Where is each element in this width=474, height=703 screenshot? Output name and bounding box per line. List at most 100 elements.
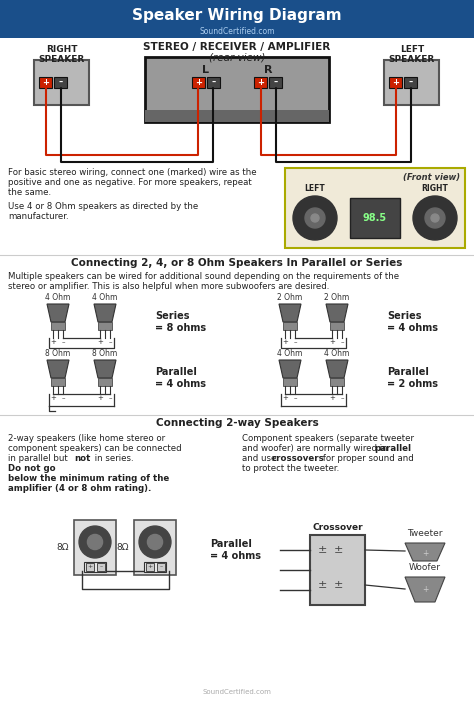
Text: ±: ± <box>333 580 343 590</box>
Bar <box>330 322 344 330</box>
Text: –: – <box>211 78 215 87</box>
Text: Component speakers (separate tweeter: Component speakers (separate tweeter <box>242 434 414 443</box>
Text: Parallel
= 4 ohms: Parallel = 4 ohms <box>210 539 261 561</box>
Text: SoundCertified.com: SoundCertified.com <box>199 27 275 36</box>
Bar <box>51 378 65 386</box>
Bar <box>207 77 220 88</box>
Text: –: – <box>159 565 163 569</box>
Circle shape <box>79 526 111 558</box>
Text: 98.5: 98.5 <box>363 213 387 223</box>
Text: +: + <box>329 395 335 401</box>
Bar <box>283 322 297 330</box>
Bar <box>254 77 267 88</box>
Polygon shape <box>94 360 116 378</box>
Text: +: + <box>282 339 288 345</box>
Bar <box>384 60 439 105</box>
Text: 4 Ohm: 4 Ohm <box>324 349 350 358</box>
Bar <box>283 378 297 386</box>
Text: –: – <box>340 339 344 345</box>
Text: amplifier (4 or 8 ohm rating).: amplifier (4 or 8 ohm rating). <box>8 484 151 493</box>
Text: in parallel but: in parallel but <box>8 454 71 463</box>
Text: not: not <box>74 454 91 463</box>
Bar <box>55 77 67 88</box>
Text: and woofer) are normally wired in: and woofer) are normally wired in <box>242 444 391 453</box>
Bar <box>269 77 283 88</box>
Text: manufacturer.: manufacturer. <box>8 212 69 221</box>
Polygon shape <box>47 360 69 378</box>
Bar <box>285 168 465 248</box>
Text: below the minimum rating of the: below the minimum rating of the <box>8 474 169 483</box>
Bar <box>390 77 402 88</box>
Text: For basic stereo wiring, connect one (marked) wire as the: For basic stereo wiring, connect one (ma… <box>8 168 256 177</box>
Polygon shape <box>279 360 301 378</box>
Polygon shape <box>326 360 348 378</box>
Text: –: – <box>409 78 413 87</box>
Text: component speakers) can be connected: component speakers) can be connected <box>8 444 182 453</box>
Polygon shape <box>326 304 348 322</box>
Text: L: L <box>202 65 209 75</box>
Text: +: + <box>87 565 92 569</box>
Text: –: – <box>340 395 344 401</box>
Bar <box>97 563 105 571</box>
Text: ±: ± <box>317 580 327 590</box>
Text: –: – <box>293 339 297 345</box>
Polygon shape <box>94 304 116 322</box>
Polygon shape <box>279 304 301 322</box>
Text: +: + <box>329 339 335 345</box>
Bar <box>0 0 474 38</box>
Text: +: + <box>43 78 49 87</box>
Text: 2 Ohm: 2 Ohm <box>277 293 302 302</box>
Text: –: – <box>59 78 63 87</box>
Bar <box>310 535 365 605</box>
Text: for proper sound and: for proper sound and <box>320 454 414 463</box>
Circle shape <box>425 208 445 228</box>
Text: –: – <box>293 395 297 401</box>
Text: –: – <box>100 565 102 569</box>
Text: LEFT
SPEAKER: LEFT SPEAKER <box>389 45 435 65</box>
Bar <box>134 520 176 575</box>
Polygon shape <box>405 543 445 561</box>
Bar <box>144 562 166 572</box>
Circle shape <box>293 196 337 240</box>
Text: Connecting 2, 4, or 8 Ohm Speakers In Parallel or Series: Connecting 2, 4, or 8 Ohm Speakers In Pa… <box>71 258 403 268</box>
Text: 4 Ohm: 4 Ohm <box>277 349 303 358</box>
Text: (Front view): (Front view) <box>403 173 460 182</box>
Text: –: – <box>108 395 112 401</box>
Bar <box>39 77 53 88</box>
Text: R: R <box>264 65 273 75</box>
Text: SoundCertified.com: SoundCertified.com <box>202 689 272 695</box>
Bar <box>146 563 154 571</box>
Text: in series.: in series. <box>92 454 137 463</box>
Text: crossovers: crossovers <box>272 454 325 463</box>
Text: the same.: the same. <box>8 188 51 197</box>
Bar <box>145 57 329 122</box>
Text: 4 Ohm: 4 Ohm <box>46 293 71 302</box>
Text: –: – <box>108 339 112 345</box>
Bar <box>404 77 418 88</box>
Text: Series
= 8 ohms: Series = 8 ohms <box>155 311 206 333</box>
Bar <box>157 563 165 571</box>
Circle shape <box>147 534 163 550</box>
Text: 8 Ohm: 8 Ohm <box>92 349 118 358</box>
Text: +: + <box>50 395 56 401</box>
Circle shape <box>305 208 325 228</box>
Text: Parallel
= 2 ohms: Parallel = 2 ohms <box>387 367 438 389</box>
Text: –: – <box>61 339 65 345</box>
Text: +: + <box>282 395 288 401</box>
Bar <box>84 562 106 572</box>
Text: Use 4 or 8 Ohm speakers as directed by the: Use 4 or 8 Ohm speakers as directed by t… <box>8 202 198 211</box>
Bar <box>74 520 116 575</box>
Text: to protect the tweeter.: to protect the tweeter. <box>242 464 339 473</box>
Bar <box>98 378 112 386</box>
Text: Do not go: Do not go <box>8 464 55 473</box>
Text: Crossover: Crossover <box>312 523 363 532</box>
Text: positive and one as negative. For more speakers, repeat: positive and one as negative. For more s… <box>8 178 252 187</box>
Text: RIGHT: RIGHT <box>421 184 448 193</box>
Polygon shape <box>47 304 69 322</box>
Text: Speaker Wiring Diagram: Speaker Wiring Diagram <box>132 8 342 23</box>
Text: –: – <box>61 395 65 401</box>
Text: +: + <box>257 78 264 87</box>
Circle shape <box>311 214 319 222</box>
Text: and use: and use <box>242 454 279 463</box>
Text: 2 Ohm: 2 Ohm <box>324 293 350 302</box>
